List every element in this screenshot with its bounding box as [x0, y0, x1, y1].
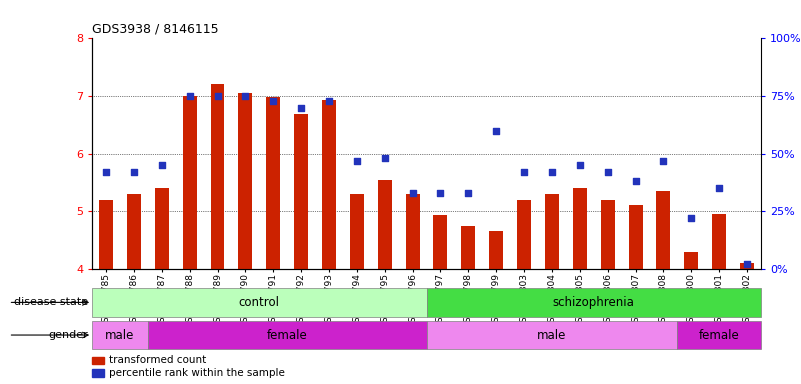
- Point: [155, 162, 168, 168]
- Bar: [183, 96, 196, 269]
- Bar: [92, 288, 426, 317]
- Bar: [517, 200, 531, 269]
- Bar: [678, 321, 761, 349]
- Point: [629, 178, 642, 184]
- Bar: [405, 194, 420, 269]
- Bar: [378, 180, 392, 269]
- Bar: [211, 84, 224, 269]
- Bar: [573, 188, 587, 269]
- Point: [462, 190, 475, 196]
- Text: GDS3938 / 8146115: GDS3938 / 8146115: [92, 23, 219, 36]
- Bar: [433, 215, 448, 269]
- Point: [489, 127, 502, 134]
- Bar: [127, 194, 141, 269]
- Bar: [629, 205, 642, 269]
- Bar: [461, 226, 475, 269]
- Point: [713, 185, 726, 191]
- Bar: [239, 93, 252, 269]
- Text: percentile rank within the sample: percentile rank within the sample: [109, 368, 284, 378]
- Text: male: male: [537, 329, 566, 341]
- Text: gender: gender: [48, 330, 88, 340]
- Point: [211, 93, 224, 99]
- Text: control: control: [239, 296, 280, 309]
- Point: [434, 190, 447, 196]
- Bar: [266, 97, 280, 269]
- Point: [545, 169, 558, 175]
- Bar: [426, 321, 678, 349]
- Point: [267, 98, 280, 104]
- Bar: [657, 191, 670, 269]
- Point: [574, 162, 586, 168]
- Point: [602, 169, 614, 175]
- Text: disease state: disease state: [14, 297, 88, 308]
- Bar: [155, 188, 169, 269]
- Point: [741, 261, 754, 267]
- Point: [323, 98, 336, 104]
- Bar: [92, 356, 104, 364]
- Bar: [99, 200, 113, 269]
- Bar: [740, 263, 754, 269]
- Bar: [426, 288, 761, 317]
- Text: male: male: [105, 329, 135, 341]
- Point: [657, 157, 670, 164]
- Bar: [350, 194, 364, 269]
- Text: female: female: [698, 329, 739, 341]
- Bar: [148, 321, 426, 349]
- Point: [295, 104, 308, 111]
- Point: [183, 93, 196, 99]
- Bar: [489, 231, 503, 269]
- Point: [239, 93, 252, 99]
- Bar: [712, 214, 727, 269]
- Bar: [545, 194, 559, 269]
- Point: [127, 169, 140, 175]
- Text: female: female: [267, 329, 308, 341]
- Point: [351, 157, 364, 164]
- Point: [517, 169, 530, 175]
- Point: [406, 190, 419, 196]
- Bar: [322, 100, 336, 269]
- Bar: [601, 200, 614, 269]
- Point: [99, 169, 112, 175]
- Text: transformed count: transformed count: [109, 355, 206, 365]
- Point: [378, 155, 391, 161]
- Bar: [294, 114, 308, 269]
- Bar: [92, 321, 148, 349]
- Point: [685, 215, 698, 221]
- Bar: [92, 369, 104, 377]
- Bar: [684, 252, 698, 269]
- Text: schizophrenia: schizophrenia: [553, 296, 634, 309]
